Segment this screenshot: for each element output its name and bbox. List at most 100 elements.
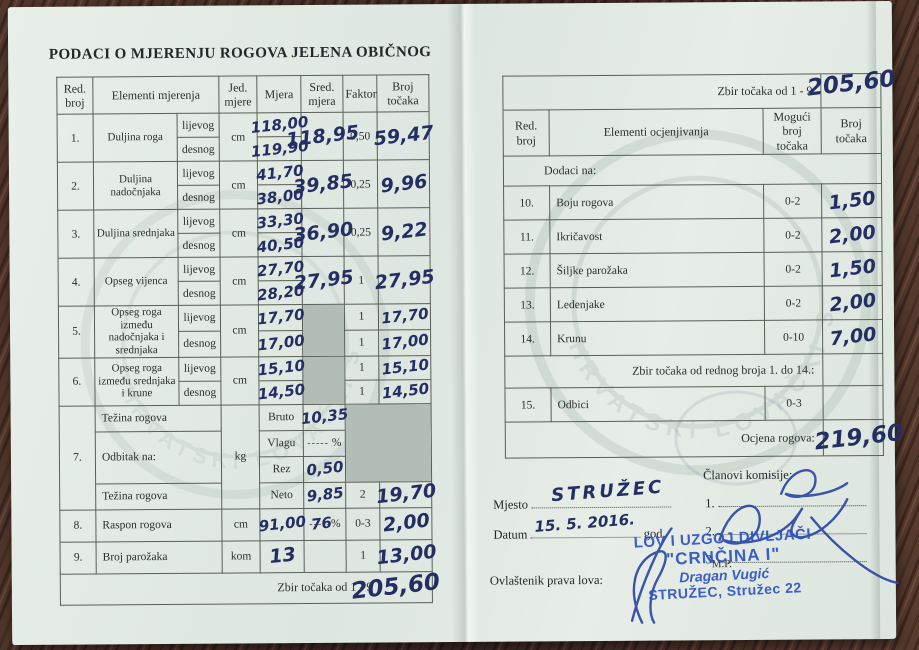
cell-faktor: 1: [344, 355, 379, 380]
mjesto-line: STRUŽEC: [531, 477, 672, 509]
handwritten-value: 2,00: [381, 509, 431, 537]
cell-unit: cm: [220, 304, 259, 357]
cell-side: desnog: [178, 380, 222, 405]
cell-label: Raspon rogova: [95, 508, 223, 542]
handwritten-value: 33,30: [255, 208, 305, 232]
cell-points: [822, 385, 884, 420]
datum-line: 15. 5. 2016.: [530, 510, 641, 539]
subtotal-row: Zbir točaka od rednog broja 1. do 14.:: [504, 353, 883, 389]
cell-unit: cm: [219, 112, 258, 162]
header-jed-mjere: Jed. mjere: [218, 75, 258, 114]
cell-faktor: 0,25: [343, 208, 379, 257]
header-elementi: Elementi ocjenjivanja: [549, 108, 764, 156]
header-red-broj: Red. broj: [56, 77, 94, 115]
handwritten-value: 17,00: [256, 331, 306, 355]
cell-mjera: 40,50: [255, 232, 305, 257]
cell-sred: 27,95: [292, 256, 354, 305]
handwritten-value: 19,70: [374, 479, 437, 509]
cell-label: Opseg roga između nadočnjaka i srednjaka: [94, 305, 179, 358]
handwritten-value: 14,50: [256, 380, 306, 404]
handwritten-value: 14,50: [380, 379, 430, 403]
cell-range: 0-2: [764, 251, 823, 287]
cell-unit: cm: [221, 508, 261, 541]
cell-points: 1,50: [822, 251, 883, 286]
handwritten-value: 91,00: [257, 512, 307, 536]
cell-num: 6.: [58, 357, 96, 406]
cell-points: 2,00: [379, 507, 433, 540]
cell-label: Boju rogova: [549, 184, 764, 220]
cell-side: desnog: [177, 185, 220, 210]
cell-num: 3.: [57, 209, 95, 259]
table-row: 9. Broj parožaka kom 13 1 13,00: [60, 539, 437, 574]
cell-faktor: 1: [344, 256, 379, 305]
stamp-line-4: STRUŽEC, Stružec 22: [648, 579, 803, 603]
header-red-broj: Red. broj: [503, 109, 550, 157]
table-total-row: Zbir točaka od 1 - 9 205,60: [502, 66, 896, 111]
cell-num: 14.: [504, 321, 551, 357]
final-score-row: Ocjena rogova: 219,60: [505, 419, 905, 459]
cell-label: Duljina nadočnjaka: [93, 161, 178, 210]
total-cell: 205,60: [805, 66, 896, 108]
handwritten-value: 17,70: [379, 304, 430, 328]
cell-mjera: 27,70: [256, 256, 305, 281]
page-fold: [447, 3, 481, 643]
header-moguci: Mogući broj točaka: [763, 107, 822, 155]
handwritten-value: 59,47: [372, 121, 435, 150]
mp-label: M.P.: [711, 558, 732, 571]
signature-ovlastenik: [630, 527, 673, 624]
cell-side: desnog: [178, 281, 221, 306]
cell-label: Opseg vijenca: [94, 257, 179, 306]
handwritten-value: 15,10: [380, 355, 430, 379]
handwritten-value: 13: [267, 543, 297, 569]
cell-faktor: 0-3: [345, 507, 381, 540]
cell-label: Duljina srednjaka: [93, 209, 179, 258]
cell-faktor: 1: [344, 304, 379, 331]
cell-label: Šiljke parožaka: [550, 252, 765, 288]
header-mjera: Mjera: [256, 75, 302, 113]
cell-mjera: 28,20: [256, 280, 305, 305]
section-label: Dodaci na:: [503, 153, 882, 187]
cell-unit: cm: [219, 160, 258, 210]
handwritten-value: 2,00: [827, 220, 877, 248]
cell-value: 10,35: [300, 403, 349, 431]
handwritten-final-score: 219,60: [813, 419, 905, 456]
cell-mjera: 119,90: [250, 136, 309, 161]
cell-faktor: 0,50: [343, 112, 378, 161]
cell-faktor: 0,25: [343, 160, 378, 209]
header-broj: Broj točaka: [821, 107, 882, 154]
table-row: 13. Ledenjake 0-2 2,00: [504, 285, 883, 323]
cell-label: Ikričavost: [549, 218, 765, 254]
cell-points: 2,00: [821, 217, 883, 252]
table-row: 14. Krunu 0-10 7,00: [504, 319, 883, 357]
handwritten-value: 0,50: [305, 457, 344, 480]
cell-num: 7.: [59, 405, 96, 510]
dashes: -----: [307, 437, 329, 450]
komisija-heading: Članovi komisije:: [703, 467, 793, 483]
handwritten-value: 9,85: [305, 483, 345, 506]
cell-label: Težina rogova: [95, 482, 222, 510]
evaluation-table: Zbir točaka od 1 - 9 205,60 Red. broj El…: [502, 66, 905, 459]
cell-points: 9,96: [377, 159, 430, 209]
cell-mjera: 14,50: [256, 380, 306, 405]
cell-range: 0-2: [763, 217, 823, 253]
cell-side: desnog: [178, 330, 221, 357]
handwritten-value: 2,00: [827, 288, 877, 316]
cell-sublabel: Neto: [259, 482, 304, 509]
cell-num: 9.: [60, 541, 97, 574]
table-row: 3. Duljina srednjaka lijevog cm 33,30 36…: [57, 207, 431, 259]
cell-points: 27,95: [373, 255, 435, 305]
total-cell: 205,60: [350, 569, 441, 605]
subtotal-label: Zbir točaka od rednog broja 1. do 14.:: [504, 353, 823, 389]
cell-label: Duljina roga: [93, 113, 178, 162]
handwritten-value: 1,50: [827, 254, 877, 282]
cell-value: 0,50: [303, 455, 346, 483]
handwritten-value: 9,22: [379, 217, 429, 245]
member-number: 1.: [705, 496, 715, 511]
measurement-header-row: Red. broj Elementi mjerenja Jed. mjere M…: [56, 74, 430, 115]
ovlastenik-label: Ovlaštenik prava lova:: [489, 572, 604, 588]
cell-num: 2.: [57, 161, 94, 211]
cell-range: 0-2: [763, 183, 822, 219]
cell-label: Opseg roga između srednjaka i krune: [94, 356, 180, 406]
mjesto-row: Mjesto STRUŽEC: [493, 477, 672, 512]
cell-num: 10.: [503, 185, 550, 221]
